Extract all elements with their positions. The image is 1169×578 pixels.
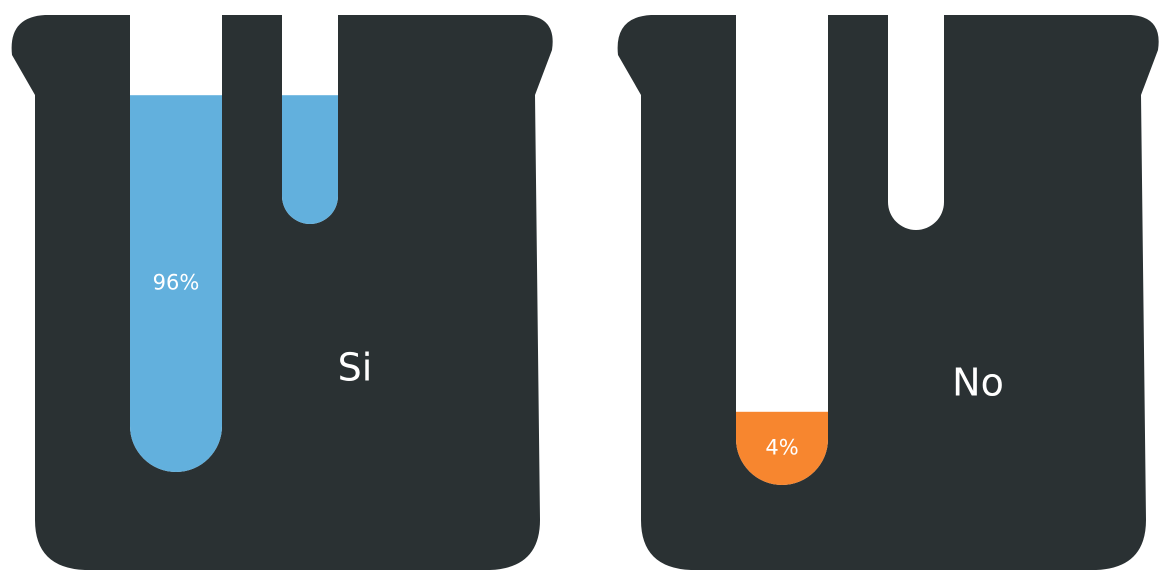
category-label: No xyxy=(952,361,1004,405)
value-label: 4% xyxy=(765,435,798,459)
beaker: 96% Si xyxy=(11,0,553,570)
beaker-channel xyxy=(736,0,944,485)
category-label: Si xyxy=(338,346,373,390)
value-label: 96% xyxy=(153,271,200,295)
beaker: 4% No xyxy=(617,0,1159,570)
